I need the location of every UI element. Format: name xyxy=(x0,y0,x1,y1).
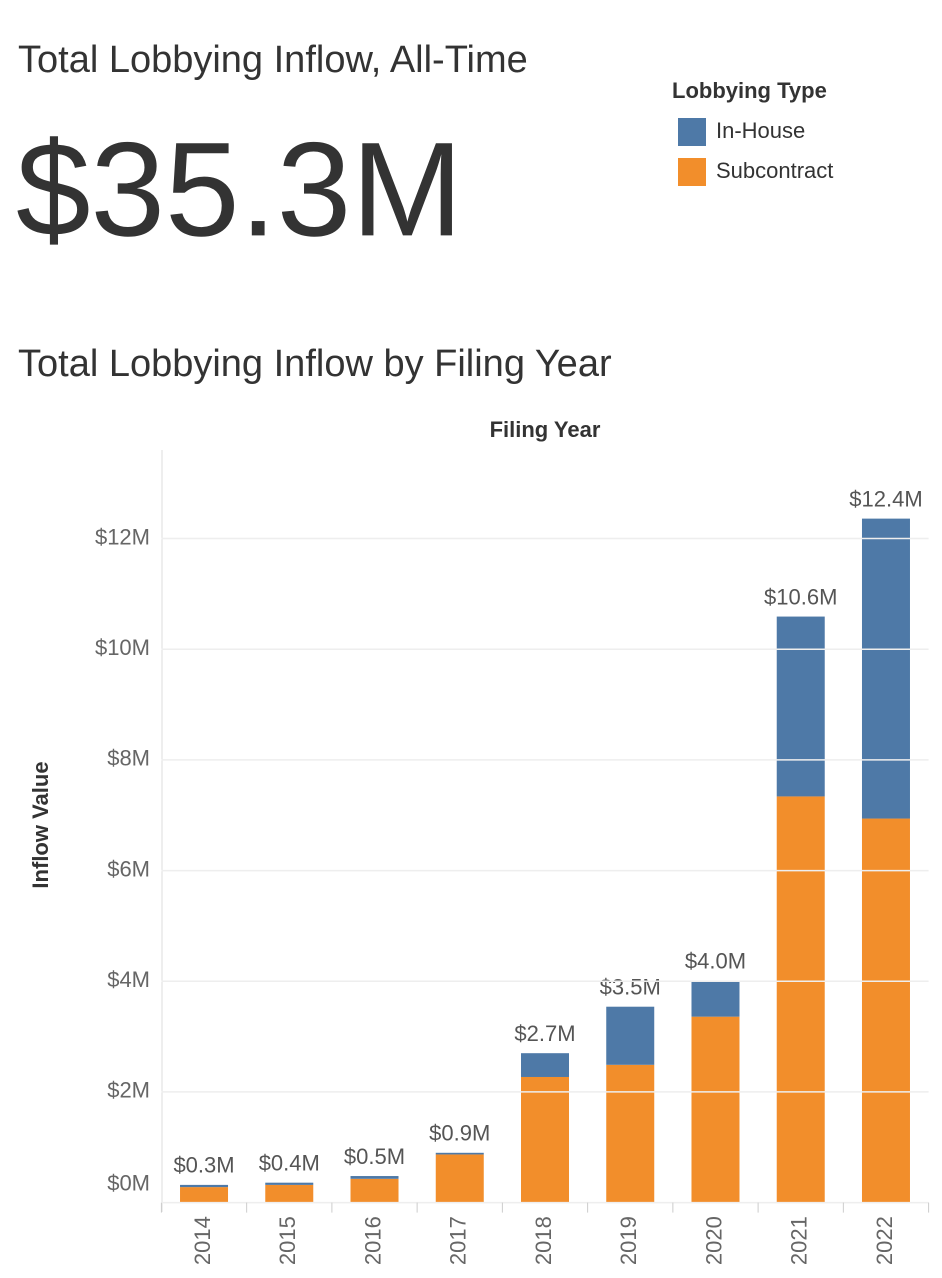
y-tick-label: $8M xyxy=(107,746,150,771)
bar-segment xyxy=(265,1182,314,1185)
x-tick-label: 2015 xyxy=(275,1216,300,1265)
x-tick-label: 2017 xyxy=(446,1216,471,1265)
total-label: $0.3M xyxy=(173,1153,234,1178)
total-label: $12.4M xyxy=(849,486,922,511)
x-tick-label: 2020 xyxy=(701,1216,726,1265)
bar-segment xyxy=(776,616,825,797)
bar-segment xyxy=(435,1152,484,1155)
bar-segment xyxy=(180,1187,229,1203)
x-tick-label: 2016 xyxy=(360,1216,385,1265)
chart-title: Total Lobbying Inflow by Filing Year xyxy=(18,343,612,385)
y-axis-title: Inflow Value xyxy=(28,761,53,888)
legend-label: In-House xyxy=(716,118,805,143)
x-tick-label: 2014 xyxy=(190,1216,215,1265)
legend-label: Subcontract xyxy=(716,158,833,183)
bar-segment xyxy=(861,818,910,1203)
total-label: $3.5M xyxy=(600,975,661,1000)
x-tick-label: 2018 xyxy=(531,1216,556,1265)
x-axis-title: Filing Year xyxy=(490,417,601,442)
bar-segment xyxy=(521,1076,569,1203)
bar-segment xyxy=(606,1064,655,1203)
bar-segment xyxy=(435,1154,484,1203)
legend-swatch xyxy=(678,118,706,146)
y-tick-label: $10M xyxy=(95,635,150,660)
bar-segment xyxy=(606,1006,655,1065)
total-label: $4.0M xyxy=(685,949,746,974)
total-label: $10.6M xyxy=(764,584,837,609)
bar-segment xyxy=(861,518,910,819)
kpi-title: Total Lobbying Inflow, All-Time xyxy=(18,39,528,81)
legend-swatch xyxy=(678,158,706,186)
bar-segment xyxy=(350,1176,399,1179)
y-tick-label: $2M xyxy=(107,1078,150,1103)
bar-segment xyxy=(521,1053,569,1077)
x-tick-label: 2019 xyxy=(616,1216,641,1265)
x-tick-label: 2022 xyxy=(872,1216,897,1265)
bar-segment xyxy=(350,1178,399,1203)
legend-title: Lobbying Type xyxy=(672,78,827,103)
total-label: $0.5M xyxy=(344,1144,405,1169)
total-label: $0.9M xyxy=(429,1121,490,1146)
x-tick-label: 2021 xyxy=(787,1216,812,1265)
y-tick-label: $12M xyxy=(95,524,150,549)
y-tick-label: $0M xyxy=(107,1170,150,1195)
total-label: $2.7M xyxy=(514,1021,575,1046)
y-tick-label: $4M xyxy=(107,967,150,992)
total-label: $0.4M xyxy=(259,1150,320,1175)
y-tick-label: $6M xyxy=(107,856,150,881)
plot: $0.3M $0.4M $0.5M $0.9M $2.7M $3.5M $4.0M $10.6… xyxy=(173,486,923,1203)
bar-segment xyxy=(265,1184,314,1203)
kpi-value: $35.3M xyxy=(16,115,463,264)
bar-segment xyxy=(691,1016,740,1203)
bar-segment xyxy=(776,796,825,1203)
bar-segment xyxy=(691,980,740,1017)
bar-segment xyxy=(180,1184,229,1188)
